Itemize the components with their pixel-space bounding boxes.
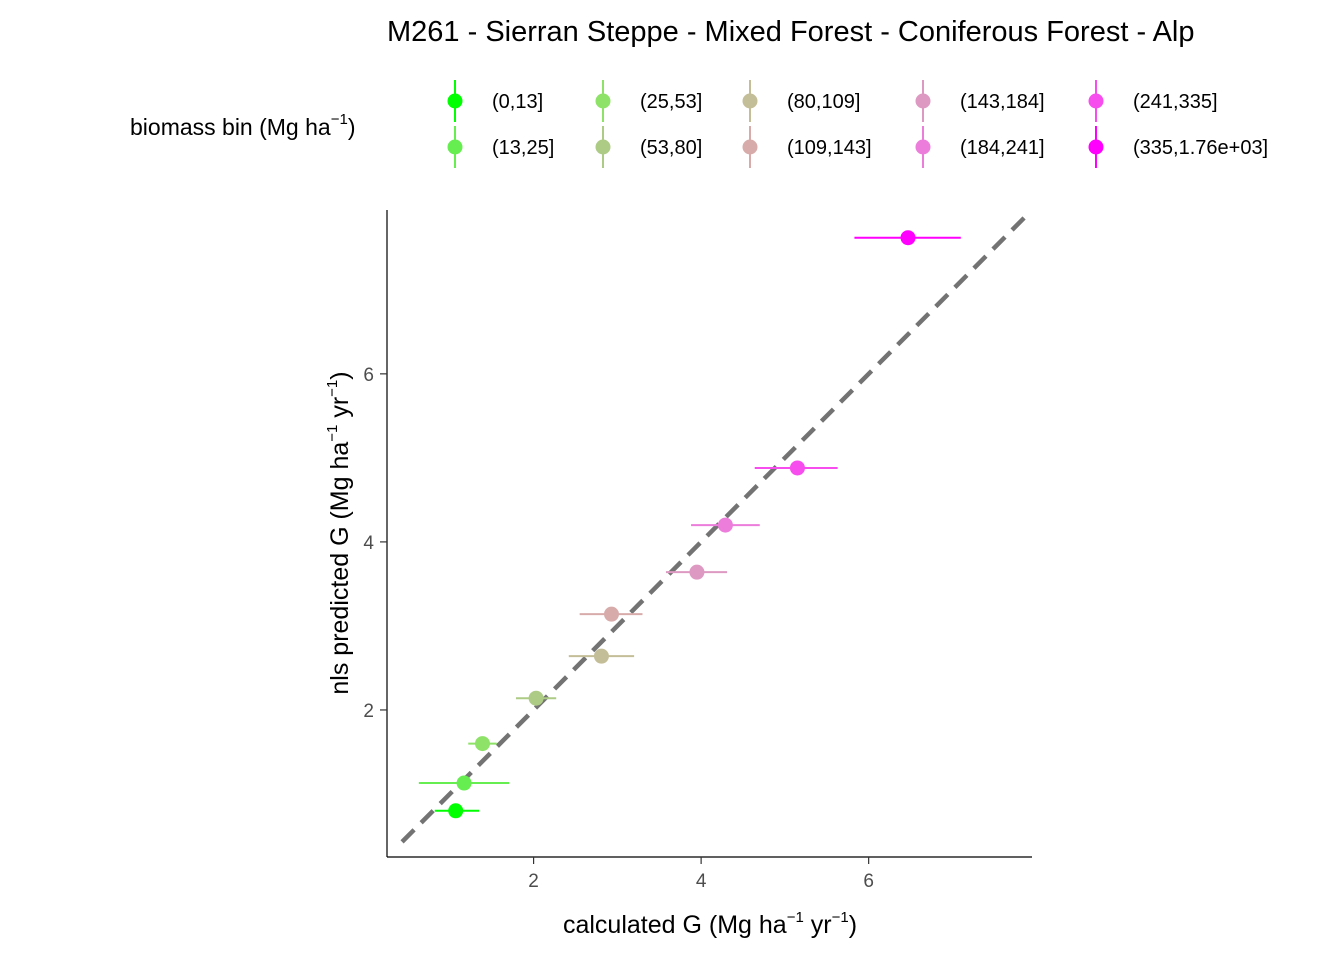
- data-point: [448, 803, 464, 819]
- legend-key-point: [595, 93, 611, 109]
- legend-label: (53,80]: [640, 137, 702, 159]
- legend-key-point: [447, 93, 463, 109]
- y-tick-label: 2: [363, 701, 374, 722]
- legend-item: (335,1.76e+03]: [1088, 126, 1268, 168]
- legend-key-point: [915, 93, 931, 109]
- data-point: [593, 648, 609, 664]
- legend-label: (80,109]: [787, 91, 860, 113]
- legend-label: (13,25]: [492, 137, 554, 159]
- plot-area: 2 4 6 2 4 6: [363, 210, 1032, 892]
- legend-key-point: [915, 139, 931, 155]
- data-point: [528, 690, 544, 706]
- legend-key-point: [1088, 93, 1104, 109]
- legend-item: (0,13]: [447, 80, 543, 122]
- legend-label: (25,53]: [640, 91, 702, 113]
- legend-key-point: [595, 139, 611, 155]
- x-tick-label: 6: [863, 871, 874, 892]
- legend-label: (109,143]: [787, 137, 872, 159]
- data-point: [789, 460, 805, 476]
- y-axis-title: nls predicted G (Mg ha−1 yr−1): [324, 371, 354, 694]
- data-point: [717, 517, 733, 533]
- legend-title: biomass bin (Mg ha−1): [130, 111, 355, 140]
- legend-item: (184,241]: [915, 126, 1045, 168]
- x-axis-title: calculated G (Mg ha−1 yr−1): [563, 909, 857, 939]
- legend-item: (80,109]: [742, 80, 860, 122]
- data-point: [456, 775, 472, 791]
- data-point: [689, 564, 705, 580]
- legend-key-point: [1088, 139, 1104, 155]
- legend-key-point: [742, 139, 758, 155]
- data-point: [900, 230, 916, 246]
- legend-item: (241,335]: [1088, 80, 1218, 122]
- legend-label: (0,13]: [492, 91, 543, 113]
- chart-title: M261 - Sierran Steppe - Mixed Forest - C…: [387, 16, 1194, 48]
- legend-item: (109,143]: [742, 126, 872, 168]
- legend-item: (143,184]: [915, 80, 1045, 122]
- legend-item: (53,80]: [595, 126, 702, 168]
- legend-item: (25,53]: [595, 80, 702, 122]
- data-point: [474, 736, 490, 752]
- legend: biomass bin (Mg ha−1) (0,13] (13,25] (25,5…: [130, 80, 1268, 168]
- x-tick-label: 2: [528, 871, 539, 892]
- legend-key-point: [742, 93, 758, 109]
- x-tick-label: 4: [696, 871, 707, 892]
- legend-item: (13,25]: [447, 126, 554, 168]
- y-tick-label: 6: [363, 365, 374, 386]
- data-point: [603, 606, 619, 622]
- y-tick-label: 4: [363, 533, 374, 554]
- legend-label: (335,1.76e+03]: [1133, 137, 1268, 159]
- legend-label: (143,184]: [960, 91, 1045, 113]
- legend-label: (241,335]: [1133, 91, 1218, 113]
- identity-reference-line: [400, 212, 1030, 844]
- legend-key-point: [447, 139, 463, 155]
- legend-label: (184,241]: [960, 137, 1045, 159]
